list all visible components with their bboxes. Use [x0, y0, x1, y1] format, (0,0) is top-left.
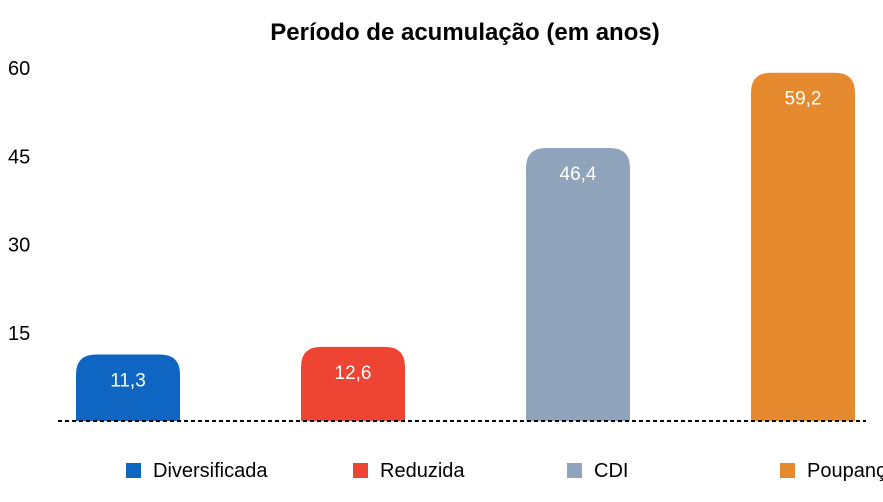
bar-value-label: 11,3	[110, 371, 146, 392]
legend: Diversificada Reduzida CDI Poupança	[126, 460, 883, 482]
bar-poupan-a	[751, 72, 855, 421]
bar-cdi	[526, 148, 630, 421]
legend-label: Diversificada	[153, 460, 268, 482]
y-tick-label: 30	[8, 235, 30, 257]
bar-value-label: 46,4	[560, 164, 597, 185]
legend-label: CDI	[594, 460, 628, 482]
y-tick-label: 45	[8, 146, 30, 168]
chart-title: Período de acumulação (em anos)	[270, 19, 659, 46]
y-tick-label: 15	[8, 323, 30, 345]
legend-swatch	[126, 463, 141, 478]
bar-diversificada	[76, 354, 180, 421]
legend-label: Poupança	[807, 460, 883, 482]
y-axis: 15 30 45 60	[8, 58, 30, 345]
bar-reduzida	[301, 346, 405, 421]
legend-swatch	[353, 463, 368, 478]
bars: 11,3 12,6 46,4 59,2	[76, 72, 855, 421]
legend-swatch	[780, 463, 795, 478]
y-tick-label: 60	[8, 58, 30, 80]
bar-value-label: 59,2	[785, 89, 822, 110]
legend-label: Reduzida	[380, 460, 465, 482]
bar-value-label: 12,6	[335, 363, 372, 384]
legend-swatch	[567, 463, 582, 478]
